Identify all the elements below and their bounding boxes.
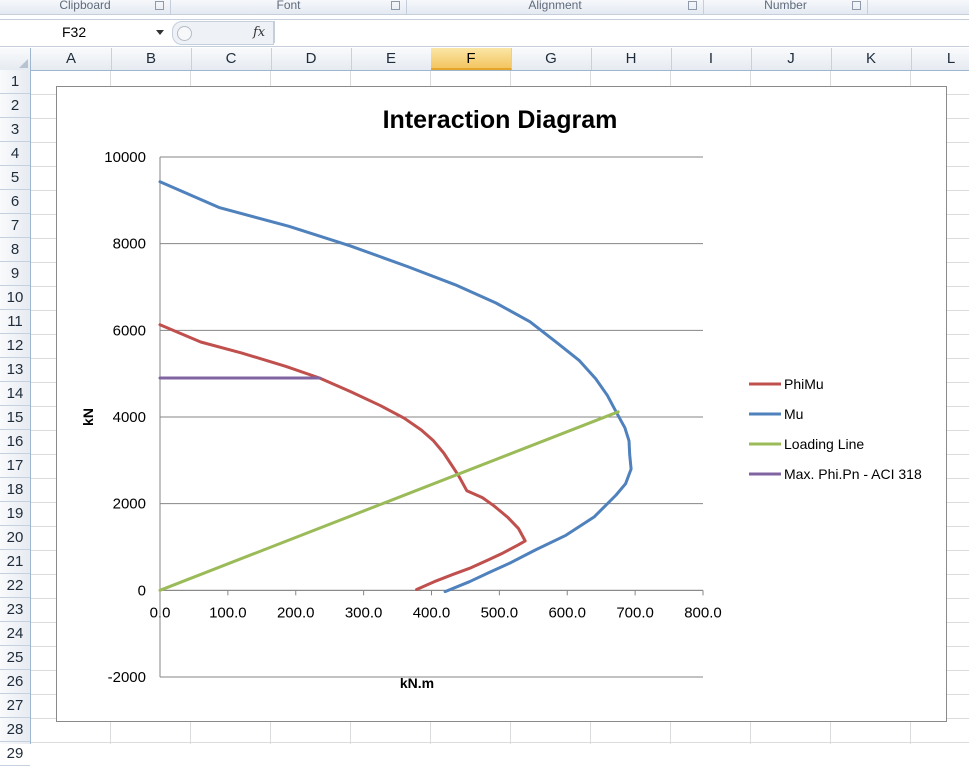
dialog-launcher-icon[interactable] [688, 1, 697, 10]
row-header-4[interactable]: 4 [0, 142, 30, 166]
column-header-i[interactable]: I [671, 48, 752, 70]
insert-function-icon[interactable]: fx [253, 25, 266, 40]
series-line-loading-line[interactable] [158, 410, 620, 592]
y-tick-label: 10000 [104, 149, 146, 166]
chart-legend: PhiMu Mu Loading Line Max. Phi.Pn - ACI 318 [749, 376, 922, 482]
name-box[interactable]: F32 [0, 21, 170, 43]
y-tick-label: 8000 [113, 236, 146, 253]
column-header-f[interactable]: F [431, 48, 512, 70]
x-tick-label: 600.0 [548, 604, 586, 621]
gridline-row [31, 742, 969, 743]
formula-input[interactable] [274, 21, 969, 43]
column-header-g[interactable]: G [511, 48, 592, 70]
row-header-24[interactable]: 24 [0, 622, 30, 646]
row-header-9[interactable]: 9 [0, 262, 30, 286]
row-header-19[interactable]: 19 [0, 502, 30, 526]
row-header-6[interactable]: 6 [0, 190, 30, 214]
column-header-l[interactable]: L [911, 48, 969, 70]
row-header-3[interactable]: 3 [0, 118, 30, 142]
row-header-10[interactable]: 10 [0, 286, 30, 310]
name-box-value: F32 [62, 24, 87, 40]
ribbon-group-label: Font [276, 0, 301, 12]
x-tick-label: 300.0 [345, 604, 383, 621]
x-tick-labels: 0.0 100.0 200.0 300.0 400.0 500.0 600.0 700.0 80… [150, 589, 722, 621]
formula-bar: F32 fx [0, 19, 969, 47]
row-header-column: 1 2 3 4 5 6 7 8 9 10 11 12 13 14 15 16 17 18 19 20 21 22 23 24 2… [0, 70, 31, 766]
row-header-18[interactable]: 18 [0, 478, 30, 502]
row-header-15[interactable]: 15 [0, 406, 30, 430]
ribbon-group-font: Font [171, 0, 407, 14]
y-tick-label: 0 [138, 582, 146, 599]
ribbon-group-clipboard: Clipboard [0, 0, 171, 14]
row-header-7[interactable]: 7 [0, 214, 30, 238]
row-header-17[interactable]: 17 [0, 454, 30, 478]
column-header-a[interactable]: A [31, 48, 112, 70]
formula-controls: fx [172, 21, 274, 45]
legend-entry[interactable]: PhiMu [784, 376, 824, 392]
dialog-launcher-icon[interactable] [391, 1, 400, 10]
row-header-22[interactable]: 22 [0, 574, 30, 598]
row-header-1[interactable]: 1 [0, 70, 30, 94]
row-header-20[interactable]: 20 [0, 526, 30, 550]
column-header-h[interactable]: H [591, 48, 672, 70]
ribbon-group-bar: Clipboard Font Alignment Number [0, 0, 969, 15]
series-line-phimu[interactable] [158, 323, 527, 591]
row-header-28[interactable]: 28 [0, 718, 30, 742]
row-header-14[interactable]: 14 [0, 382, 30, 406]
x-tick-label: 500.0 [481, 604, 519, 621]
legend-entry[interactable]: Mu [784, 406, 803, 422]
row-header-27[interactable]: 27 [0, 694, 30, 718]
row-header-29[interactable]: 29 [0, 742, 30, 766]
select-all-icon [19, 59, 28, 68]
gridlines [160, 156, 703, 678]
row-header-11[interactable]: 11 [0, 310, 30, 334]
legend-entry[interactable]: Loading Line [784, 436, 864, 452]
ribbon-group-alignment: Alignment [407, 0, 704, 14]
chart-svg: Interaction Diagram 10000 8000 6000 4000 200… [80, 106, 922, 691]
y-axis-title[interactable]: kN [80, 408, 96, 426]
x-tick-label: 800.0 [684, 604, 722, 621]
dialog-launcher-icon[interactable] [852, 1, 861, 10]
x-tick-label: 100.0 [209, 604, 247, 621]
row-header-2[interactable]: 2 [0, 94, 30, 118]
x-axis-title[interactable]: kN.m [400, 675, 434, 691]
chart-title[interactable]: Interaction Diagram [383, 106, 618, 134]
y-tick-label: 2000 [113, 496, 146, 513]
column-header-e[interactable]: E [351, 48, 432, 70]
series-group [158, 180, 633, 594]
select-all-button[interactable] [0, 48, 31, 70]
chevron-down-icon[interactable] [156, 30, 164, 35]
ribbon-group-label: Number [764, 0, 807, 12]
row-header-23[interactable]: 23 [0, 598, 30, 622]
row-header-26[interactable]: 26 [0, 670, 30, 694]
row-header-25[interactable]: 25 [0, 646, 30, 670]
dialog-launcher-icon[interactable] [155, 1, 164, 10]
x-tick-label: 700.0 [616, 604, 654, 621]
ribbon-group-label: Alignment [528, 0, 582, 12]
ribbon-group-number: Number [704, 0, 868, 14]
grip-icon[interactable] [177, 26, 192, 41]
row-header-5[interactable]: 5 [0, 166, 30, 190]
y-tick-labels: 10000 8000 6000 4000 2000 0 -2000 [104, 149, 146, 686]
legend-entry[interactable]: Max. Phi.Pn - ACI 318 [784, 466, 922, 482]
row-header-8[interactable]: 8 [0, 238, 30, 262]
x-tick-label: 400.0 [413, 604, 451, 621]
ribbon-group-label: Clipboard [59, 0, 111, 12]
x-tick-label: 200.0 [277, 604, 315, 621]
row-header-21[interactable]: 21 [0, 550, 30, 574]
y-tick-label: 4000 [113, 409, 146, 426]
column-header-c[interactable]: C [191, 48, 272, 70]
row-header-13[interactable]: 13 [0, 358, 30, 382]
row-header-12[interactable]: 12 [0, 334, 30, 358]
y-tick-label: -2000 [108, 669, 146, 686]
column-header-d[interactable]: D [271, 48, 352, 70]
column-header-k[interactable]: K [831, 48, 912, 70]
series-line-mu[interactable] [158, 180, 633, 594]
column-header-j[interactable]: J [751, 48, 832, 70]
column-header-b[interactable]: B [111, 48, 192, 70]
y-tick-label: 6000 [113, 322, 146, 339]
chart-object[interactable]: Interaction Diagram 10000 8000 6000 4000 200… [56, 86, 947, 722]
row-header-16[interactable]: 16 [0, 430, 30, 454]
